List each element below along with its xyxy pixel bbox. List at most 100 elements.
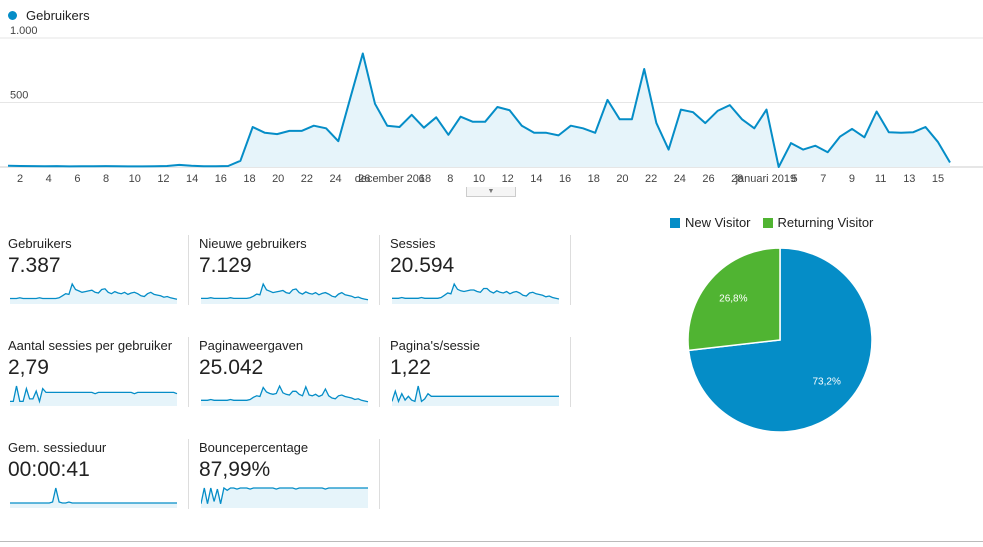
data-point[interactable] <box>788 140 794 146</box>
data-point[interactable] <box>348 94 354 100</box>
data-point[interactable] <box>29 163 35 169</box>
data-point[interactable] <box>874 109 880 115</box>
data-point[interactable] <box>237 158 243 164</box>
data-point[interactable] <box>617 116 623 122</box>
data-point[interactable] <box>886 129 892 135</box>
metric-users[interactable]: Gebruikers 7.387 <box>0 236 180 314</box>
data-point[interactable] <box>604 97 610 103</box>
metric-new-users[interactable]: Nieuwe gebruikers 7.129 <box>191 236 371 314</box>
pie-legend-new-visitor[interactable]: New Visitor <box>670 215 751 230</box>
data-point[interactable] <box>421 125 427 131</box>
metric-sessions[interactable]: Sessies 20.594 <box>382 236 562 314</box>
metric-pages-per-session[interactable]: Pagina's/sessie 1,22 <box>382 338 562 416</box>
data-point[interactable] <box>42 163 48 169</box>
data-point[interactable] <box>690 109 696 115</box>
data-point[interactable] <box>531 130 537 136</box>
data-point[interactable] <box>592 130 598 136</box>
data-point[interactable] <box>262 130 268 136</box>
pie-slice-returning-visitor[interactable] <box>687 247 781 352</box>
data-point[interactable] <box>311 123 317 129</box>
metric-bounce-rate[interactable]: Bouncepercentage 87,99% <box>191 440 371 518</box>
data-point[interactable] <box>286 128 292 134</box>
data-point[interactable] <box>115 163 121 169</box>
data-point[interactable] <box>653 120 659 126</box>
data-point[interactable] <box>17 163 23 169</box>
data-point[interactable] <box>849 126 855 132</box>
data-point[interactable] <box>898 130 904 136</box>
data-point[interactable] <box>666 147 672 153</box>
data-point[interactable] <box>176 162 182 168</box>
data-point[interactable] <box>861 134 867 140</box>
data-point[interactable] <box>715 108 721 114</box>
data-point[interactable] <box>409 112 415 118</box>
pie-legend[interactable]: New Visitor Returning Visitor <box>670 215 885 230</box>
data-point[interactable] <box>837 134 843 140</box>
data-point[interactable] <box>580 125 586 131</box>
data-point[interactable] <box>250 124 256 130</box>
data-point[interactable] <box>433 114 439 120</box>
data-point[interactable] <box>812 143 818 149</box>
data-point[interactable] <box>445 132 451 138</box>
metric-label: Sessies <box>390 236 436 251</box>
data-point[interactable] <box>470 119 476 125</box>
data-point[interactable] <box>103 163 109 169</box>
data-point[interactable] <box>739 116 745 122</box>
data-point[interactable] <box>458 114 464 120</box>
data-point[interactable] <box>140 163 146 169</box>
data-point[interactable] <box>568 123 574 129</box>
data-point[interactable] <box>678 107 684 113</box>
x-tick-label: 15 <box>932 173 944 185</box>
data-point[interactable] <box>727 102 733 108</box>
data-point[interactable] <box>78 163 84 169</box>
data-point[interactable] <box>763 107 769 113</box>
data-point[interactable] <box>152 163 158 169</box>
data-point[interactable] <box>5 163 11 169</box>
data-point[interactable] <box>335 138 341 144</box>
data-point[interactable] <box>935 139 941 145</box>
visitor-type-pie-chart[interactable]: 73,2% 26,8% <box>680 240 880 440</box>
data-point[interactable] <box>189 163 195 169</box>
data-point[interactable] <box>910 129 916 135</box>
data-point[interactable] <box>800 147 806 153</box>
divider <box>570 337 571 407</box>
data-point[interactable] <box>396 124 402 130</box>
x-tick-label: 8 <box>447 173 453 185</box>
data-point[interactable] <box>360 50 366 56</box>
sparkline-area <box>201 488 368 508</box>
metric-pageviews[interactable]: Paginaweergaven 25.042 <box>191 338 371 416</box>
data-point[interactable] <box>127 163 133 169</box>
data-point[interactable] <box>299 128 305 134</box>
data-point[interactable] <box>54 163 60 169</box>
data-point[interactable] <box>702 120 708 126</box>
pie-legend-returning-visitor[interactable]: Returning Visitor <box>762 215 873 230</box>
data-point[interactable] <box>225 163 231 169</box>
data-point[interactable] <box>66 163 72 169</box>
data-point[interactable] <box>751 125 757 131</box>
data-point[interactable] <box>274 131 280 137</box>
pie-slice-label: 26,8% <box>719 293 747 304</box>
data-point[interactable] <box>507 107 513 113</box>
data-point[interactable] <box>641 66 647 72</box>
data-point[interactable] <box>323 125 329 131</box>
expand-chart-button[interactable]: ▼ <box>466 187 516 197</box>
data-point[interactable] <box>494 104 500 110</box>
data-point[interactable] <box>556 132 562 138</box>
data-point[interactable] <box>482 119 488 125</box>
data-point[interactable] <box>776 164 782 170</box>
data-point[interactable] <box>519 123 525 129</box>
data-point[interactable] <box>164 163 170 169</box>
metric-sessions-per-user[interactable]: Aantal sessies per gebruiker 2,79 <box>0 338 180 416</box>
data-point[interactable] <box>372 101 378 107</box>
data-point[interactable] <box>213 163 219 169</box>
data-point[interactable] <box>825 149 831 155</box>
data-point[interactable] <box>201 163 207 169</box>
data-point[interactable] <box>923 124 929 130</box>
metric-avg-session-duration[interactable]: Gem. sessieduur 00:00:41 <box>0 440 180 518</box>
data-point[interactable] <box>543 130 549 136</box>
chart-legend[interactable]: Gebruikers <box>8 8 90 23</box>
data-point[interactable] <box>947 159 953 165</box>
data-point[interactable] <box>384 123 390 129</box>
data-point[interactable] <box>91 163 97 169</box>
data-point[interactable] <box>629 116 635 122</box>
